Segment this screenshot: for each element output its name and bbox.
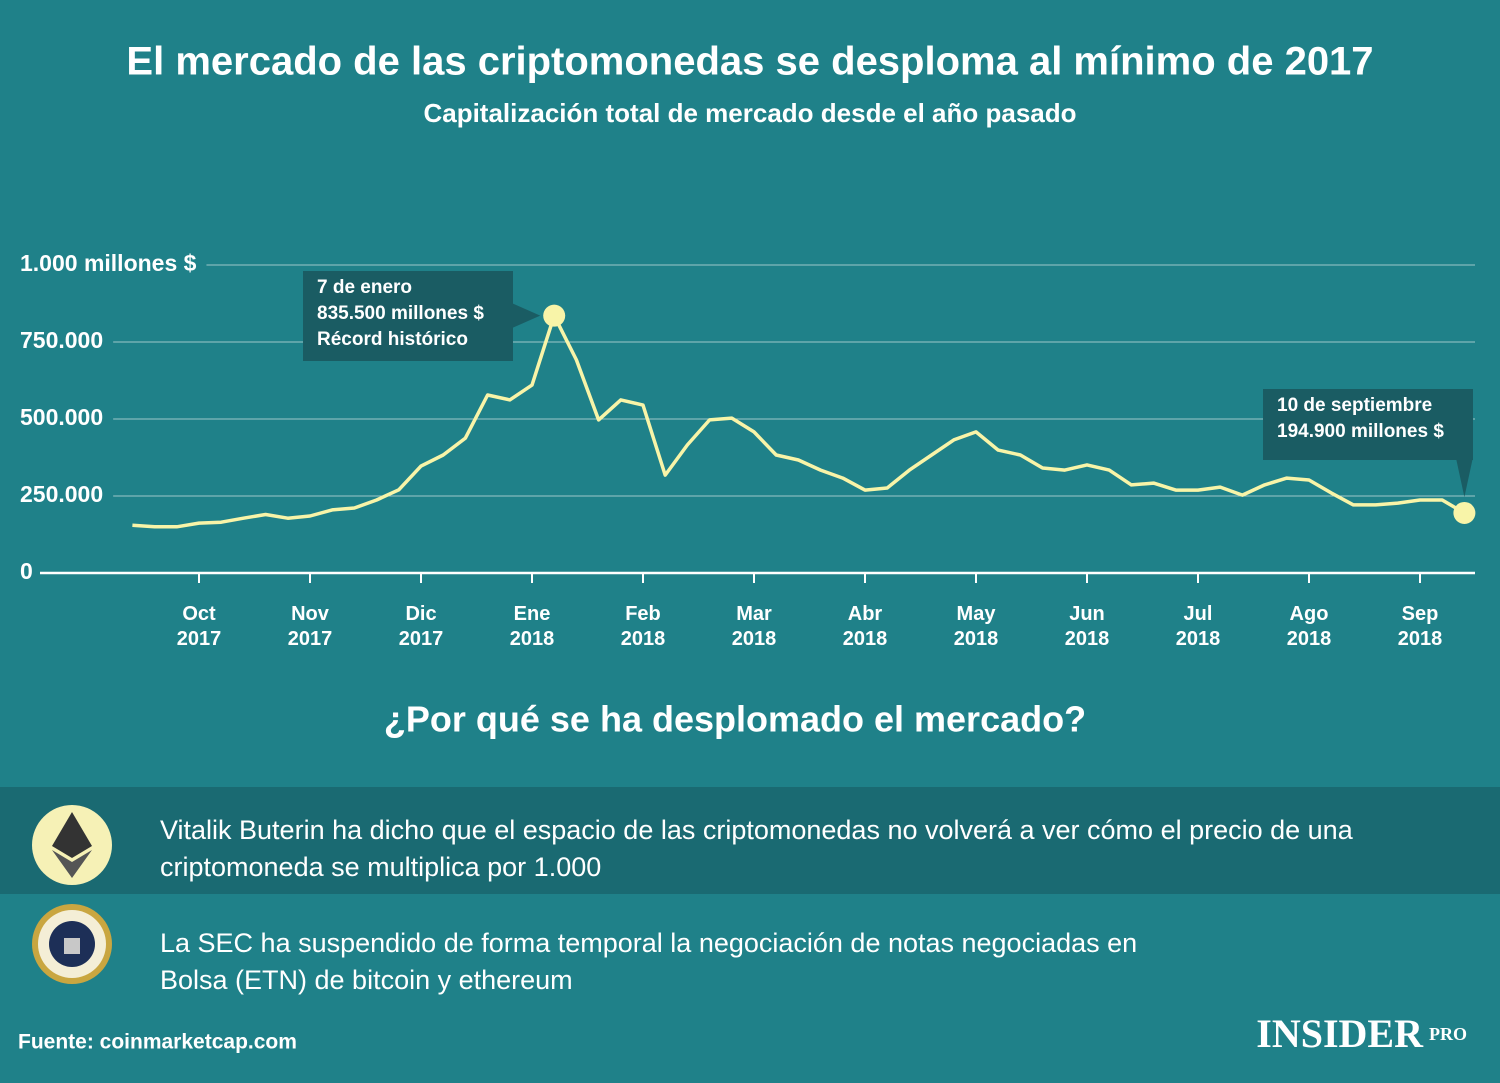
annotation-text: 194.900 millones $	[1277, 421, 1444, 442]
x-tick-label: Abr 2018	[842, 603, 888, 650]
y-tick-label: 500.000	[20, 404, 103, 430]
x-tick-label: Ene 2018	[509, 603, 555, 650]
highlight-dot	[543, 304, 566, 327]
annotation-box	[1263, 389, 1473, 497]
highlight-dot	[1453, 501, 1476, 524]
x-tick-label: Oct 2017	[176, 603, 222, 650]
logo-sub: PRO	[1429, 1024, 1467, 1044]
annotation: 10 de septiembre 194.900 millones $	[1263, 389, 1473, 497]
annotation-text: 10 de septiembre	[1277, 395, 1432, 416]
x-tick-label: Sep 2018	[1397, 603, 1443, 650]
x-tick-label: Feb 2018	[620, 603, 666, 650]
annotation-text: Récord histórico	[317, 329, 468, 350]
x-tick-label: Mar 2018	[731, 603, 777, 650]
reason-band	[0, 787, 1500, 894]
sec-seal-icon	[32, 904, 112, 984]
chart-title: El mercado de las criptomonedas se despl…	[126, 40, 1373, 84]
y-tick-label: 250.000	[20, 481, 103, 507]
x-tick-label: Jun 2018	[1064, 603, 1110, 650]
annotation: 7 de enero 835.500 millones $ Récord histó…	[303, 271, 541, 361]
chart-subtitle: Capitalización total de mercado desde el…	[423, 98, 1076, 128]
annotation-box	[303, 271, 541, 361]
x-tick-label: Dic 2017	[398, 603, 444, 650]
ethereum-icon	[32, 805, 112, 885]
annotation-text: 7 de enero	[317, 277, 412, 298]
x-tick-label: May 2018	[953, 603, 999, 650]
data-line	[132, 313, 1466, 529]
reason-text: La SEC ha suspendido de forma temporal l…	[160, 928, 1138, 995]
logo: INSIDER	[1256, 1011, 1424, 1056]
x-tick-label: Jul 2018	[1175, 603, 1221, 650]
annotation-text: 835.500 millones $	[317, 303, 484, 324]
reason-text: Vitalik Buterin ha dicho que el espacio …	[160, 815, 1353, 882]
x-tick-label: Ago 2018	[1286, 603, 1332, 650]
source: Fuente: coinmarketcap.com	[18, 1031, 297, 1054]
y-tick-label: 1.000 millones $	[20, 250, 197, 276]
y-tick-label: 750.000	[20, 327, 103, 353]
question: ¿Por qué se ha desplomado el mercado?	[384, 699, 1086, 740]
x-tick-label: Nov 2017	[287, 603, 333, 650]
y-tick-label: 0	[20, 558, 33, 584]
